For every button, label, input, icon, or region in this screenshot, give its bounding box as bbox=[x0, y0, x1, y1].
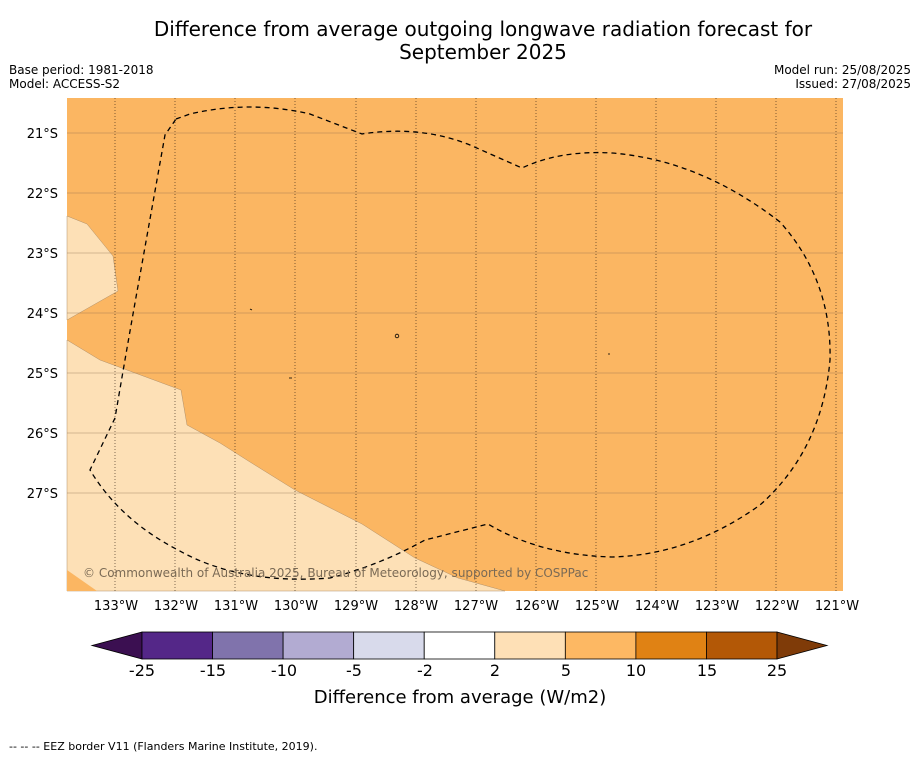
longitude-gridlines bbox=[114, 98, 837, 591]
anomaly-zone-2-5-south bbox=[66, 339, 506, 592]
colorbar-tick-labels: -25 -15 -10 -5 -2 2 5 10 15 25 bbox=[129, 661, 787, 680]
colorbar-cell bbox=[706, 631, 778, 660]
title-line-2: September 2025 bbox=[399, 40, 567, 64]
lat-label: 23°S bbox=[27, 247, 58, 262]
lat-label: 21°S bbox=[27, 127, 58, 142]
colorbar-cell bbox=[212, 631, 284, 660]
lon-label: 123°W bbox=[695, 599, 739, 614]
anomaly-zone-2-5-north bbox=[66, 215, 119, 321]
colorbar-cell bbox=[353, 631, 425, 660]
colorbar-title: Difference from average (W/m2) bbox=[314, 687, 606, 708]
longitude-labels: 133°W 132°W 131°W 130°W 129°W 128°W 127°… bbox=[94, 599, 859, 614]
meta-left: Base period: 1981-2018 Model: ACCESS-S2 bbox=[9, 63, 154, 91]
island-marks bbox=[249, 308, 610, 379]
lon-label: 121°W bbox=[815, 599, 859, 614]
colorbar-tick: 15 bbox=[697, 661, 717, 680]
chart-title: Difference from average outgoing longwav… bbox=[60, 18, 906, 64]
colorbar-extend-low bbox=[90, 631, 143, 660]
lon-label: 133°W bbox=[94, 599, 138, 614]
model-run: Model run: 25/08/2025 bbox=[773, 63, 911, 77]
lon-label: 132°W bbox=[154, 599, 198, 614]
colorbar-tick: -25 bbox=[129, 661, 155, 680]
lat-label: 25°S bbox=[27, 367, 58, 382]
map-corner-sliver bbox=[67, 570, 97, 591]
colorbar-cell bbox=[564, 631, 637, 660]
colorbar-cell bbox=[423, 631, 496, 660]
colorbar-tick: -10 bbox=[271, 661, 297, 680]
lon-label: 130°W bbox=[274, 599, 318, 614]
lon-label: 122°W bbox=[755, 599, 799, 614]
colorbar: -25 -15 -10 -5 -2 2 5 10 15 25 Differenc… bbox=[90, 631, 829, 708]
colorbar-tick: -2 bbox=[417, 661, 433, 680]
colorbar-tick: 10 bbox=[626, 661, 646, 680]
colorbar-tick: 25 bbox=[767, 661, 787, 680]
colorbar-tick: 2 bbox=[490, 661, 500, 680]
lat-label: 22°S bbox=[27, 187, 58, 202]
lon-label: 126°W bbox=[515, 599, 559, 614]
copyright-notice: © Commonwealth of Australia 2025, Bureau… bbox=[83, 566, 588, 580]
lon-label: 124°W bbox=[635, 599, 679, 614]
lon-label: 125°W bbox=[575, 599, 619, 614]
colorbar-cell bbox=[494, 631, 566, 660]
colorbar-cell bbox=[635, 631, 707, 660]
colorbar-tick: 5 bbox=[561, 661, 571, 680]
latitude-gridlines bbox=[67, 132, 843, 494]
colorbar-cell bbox=[282, 631, 355, 660]
map-figure: © Commonwealth of Australia 2025, Bureau… bbox=[27, 98, 859, 708]
lat-label: 27°S bbox=[27, 487, 58, 502]
lon-label: 131°W bbox=[214, 599, 258, 614]
issued-date: Issued: 27/08/2025 bbox=[795, 77, 911, 91]
base-period: Base period: 1981-2018 bbox=[9, 63, 154, 77]
title-line-1: Difference from average outgoing longwav… bbox=[153, 17, 813, 41]
eez-border bbox=[89, 106, 831, 580]
model-name: Model: ACCESS-S2 bbox=[9, 77, 121, 91]
colorbar-tick: -15 bbox=[200, 661, 226, 680]
colorbar-tick: -5 bbox=[346, 661, 362, 680]
lon-label: 128°W bbox=[394, 599, 438, 614]
lat-label: 26°S bbox=[27, 427, 58, 442]
lon-label: 127°W bbox=[454, 599, 498, 614]
lon-label: 129°W bbox=[334, 599, 378, 614]
colorbar-cells bbox=[90, 631, 829, 660]
eez-footnote: -- -- -- EEZ border V11 (Flanders Marine… bbox=[9, 740, 318, 753]
colorbar-extend-high bbox=[776, 631, 829, 660]
colorbar-cell bbox=[141, 631, 213, 660]
meta-right: Model run: 25/08/2025 Issued: 27/08/2025 bbox=[774, 63, 911, 91]
latitude-labels: 21°S 22°S 23°S 24°S 25°S 26°S 27°S bbox=[27, 127, 58, 502]
lat-label: 24°S bbox=[27, 307, 58, 322]
